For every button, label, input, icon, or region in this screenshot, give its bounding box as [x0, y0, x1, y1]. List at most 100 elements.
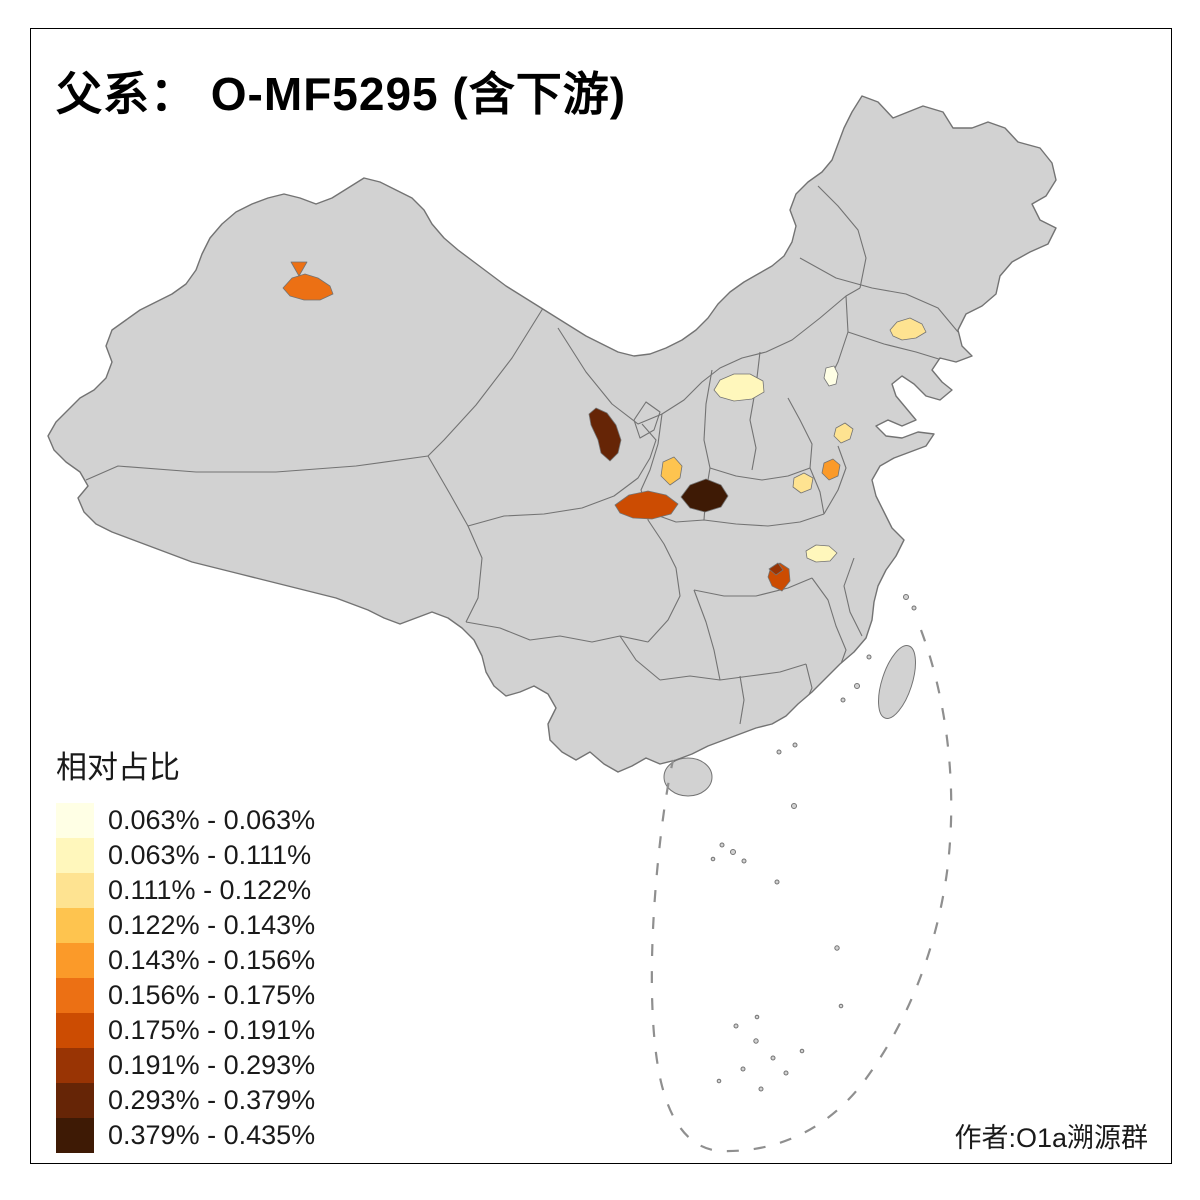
legend-range-label: 0.143% - 0.156%	[108, 945, 316, 975]
region-jiangsu-west-prefecture	[792, 472, 814, 494]
sea-island	[783, 1070, 789, 1076]
sea-island	[710, 856, 716, 862]
region-ningxia-south-prefecture	[660, 456, 683, 486]
province-border-line	[693, 589, 721, 681]
region-shanxi-prefecture	[713, 373, 765, 402]
coastal-island	[792, 742, 798, 748]
sea-island	[791, 803, 797, 809]
legend-color-swatch	[56, 803, 94, 838]
province-border-line	[647, 511, 825, 527]
region-hubei-se-prefecture	[805, 544, 838, 563]
legend-item: 0.143% - 0.156%	[56, 943, 315, 978]
region-jiangsu-north-prefecture	[821, 458, 841, 481]
legend-item: 0.293% - 0.379%	[56, 1083, 315, 1118]
legend-range-label: 0.156% - 0.175%	[108, 980, 316, 1010]
sea-island	[799, 1048, 805, 1054]
province-border-line	[659, 663, 807, 681]
region-shaanxi-south-prefecture	[614, 490, 679, 520]
province-border-line	[693, 577, 813, 597]
legend-color-swatch	[56, 1118, 94, 1153]
coastal-island	[866, 654, 872, 660]
province-border-line	[817, 185, 867, 289]
map-title: 父系： O-MF5295 (含下游)	[56, 68, 627, 120]
legend-color-swatch	[56, 978, 94, 1013]
province-border-line	[467, 423, 657, 527]
sea-island	[770, 1055, 776, 1061]
region-xinjiang-prefecture	[282, 273, 334, 301]
legend-item: 0.111% - 0.122%	[56, 873, 315, 908]
province-border-line	[619, 635, 661, 681]
sea-island	[719, 842, 725, 848]
sea-island	[774, 879, 780, 885]
legend-range-label: 0.379% - 0.435%	[108, 1120, 316, 1150]
legend-item: 0.063% - 0.063%	[56, 803, 315, 838]
taiwan-island	[878, 645, 916, 719]
islands	[663, 594, 917, 1092]
coastal-island	[854, 683, 860, 689]
sea-island	[754, 1014, 760, 1020]
province-border-line	[799, 257, 959, 333]
legend-color-swatch	[56, 1083, 94, 1118]
legend-color-swatch	[56, 873, 94, 908]
province-border-line	[847, 331, 943, 361]
region-liaoning-prefecture	[889, 317, 927, 341]
legend-range-label: 0.111% - 0.122%	[108, 875, 312, 905]
sea-island	[740, 1066, 746, 1072]
legend-title: 相对占比	[56, 750, 180, 785]
sea-island	[753, 1038, 759, 1044]
province-border-line	[843, 557, 863, 637]
legend-item: 0.063% - 0.111%	[56, 838, 315, 873]
legend-item: 0.156% - 0.175%	[56, 978, 315, 1013]
region-central-darkest-prefecture	[680, 478, 729, 513]
province-border-line	[809, 467, 825, 515]
legend-color-swatch	[56, 1048, 94, 1083]
region-gansu-prefecture	[588, 407, 622, 462]
legend: 相对占比 0.063% - 0.063% 0.063% - 0.111% 0.111…	[56, 742, 315, 1153]
province-border-line	[427, 304, 546, 457]
province-border-line	[749, 351, 761, 471]
legend-range-label: 0.063% - 0.063%	[108, 805, 316, 835]
legend-color-swatch	[56, 943, 94, 978]
coastal-island	[903, 594, 909, 600]
region-beijing-area-prefecture	[823, 365, 839, 387]
attribution: 作者:O1a溯源群	[954, 1123, 1148, 1153]
sea-island	[716, 1078, 722, 1084]
nine-dash-line	[650, 629, 953, 1153]
province-border-line	[739, 675, 745, 725]
province-border-line	[811, 577, 847, 673]
province-border-line	[633, 401, 661, 439]
legend-item: 0.379% - 0.435%	[56, 1118, 315, 1153]
legend-range-label: 0.293% - 0.379%	[108, 1085, 316, 1115]
legend-range-label: 0.175% - 0.191%	[108, 1015, 316, 1045]
coastal-island	[840, 697, 846, 703]
region-xinjiang-small-triangle	[290, 261, 308, 277]
sea-island	[730, 849, 736, 855]
sea-island	[733, 1023, 739, 1029]
province-border-line	[85, 455, 429, 481]
province-border-line	[427, 455, 483, 623]
legend-item: 0.191% - 0.293%	[56, 1048, 315, 1083]
legend-color-swatch	[56, 908, 94, 943]
legend-range-label: 0.191% - 0.293%	[108, 1050, 316, 1080]
province-border-line	[703, 369, 713, 469]
region-hunan-north-cap	[768, 562, 784, 576]
province-border-line	[647, 512, 681, 643]
sea-island	[741, 858, 747, 864]
legend-color-swatch	[56, 1013, 94, 1048]
coastal-island	[776, 749, 782, 755]
legend-item: 0.175% - 0.191%	[56, 1013, 315, 1048]
legend-range-label: 0.063% - 0.111%	[108, 840, 312, 870]
region-shandong-prefecture	[833, 422, 854, 444]
province-border-line	[709, 467, 811, 481]
sea-island	[834, 945, 840, 951]
legend-range-label: 0.122% - 0.143%	[108, 910, 316, 940]
sea-island	[758, 1086, 764, 1092]
legend-items: 0.063% - 0.063% 0.063% - 0.111% 0.111% - 0…	[56, 803, 315, 1153]
province-border-line	[787, 397, 813, 469]
province-border-line	[823, 445, 847, 515]
legend-color-swatch	[56, 838, 94, 873]
legend-item: 0.122% - 0.143%	[56, 908, 315, 943]
colored-regions	[282, 261, 927, 592]
